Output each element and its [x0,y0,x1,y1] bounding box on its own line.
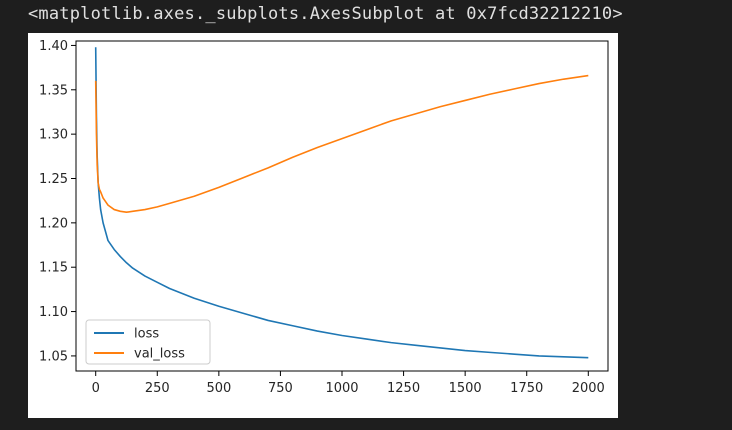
x-tick-label: 1250 [387,381,420,396]
y-tick-label: 1.35 [39,83,68,98]
y-tick-label: 1.30 [39,128,68,143]
y-tick-label: 1.25 [39,172,68,187]
cell-output-repr: <matplotlib.axes._subplots.AxesSubplot a… [28,4,623,24]
lines-layer [94,47,589,359]
y-tick-label: 1.10 [39,305,68,320]
y-tick-label: 1.15 [39,261,68,276]
x-tick-label: 500 [206,381,231,396]
series-line-val-loss [94,74,589,214]
line-chart: 0 250 500 750 1000 1250 1500 1750 2000 1.051.101… [39,39,609,396]
legend-label-loss: loss [134,327,159,342]
chart-figure: 0 250 500 750 1000 1250 1500 1750 2000 1.05 1.10 1… [28,33,618,418]
y-tick-label: 1.20 [39,216,68,231]
x-tick-label: 1000 [325,381,358,396]
x-tick-label: 0 [92,381,100,396]
x-tick-label: 750 [268,381,293,396]
x-tick-label: 1750 [510,381,543,396]
series-line-loss [94,47,589,359]
x-axis: 0 250 500 750 1000 1250 1500 1750 2000 [92,371,605,396]
y-axis: 1.05 1.10 1.15 1.20 1.25 1.30 1.35 1.40 [39,39,76,364]
x-tick-label: 250 [145,381,170,396]
x-tick-label: 1500 [449,381,482,396]
legend: loss val_loss [85,319,211,365]
legend-label-val-loss: val_loss [134,347,185,362]
y-tick-label: 1.40 [39,39,68,54]
x-tick-label: 2000 [572,381,605,396]
y-tick-label: 1.05 [39,349,68,364]
